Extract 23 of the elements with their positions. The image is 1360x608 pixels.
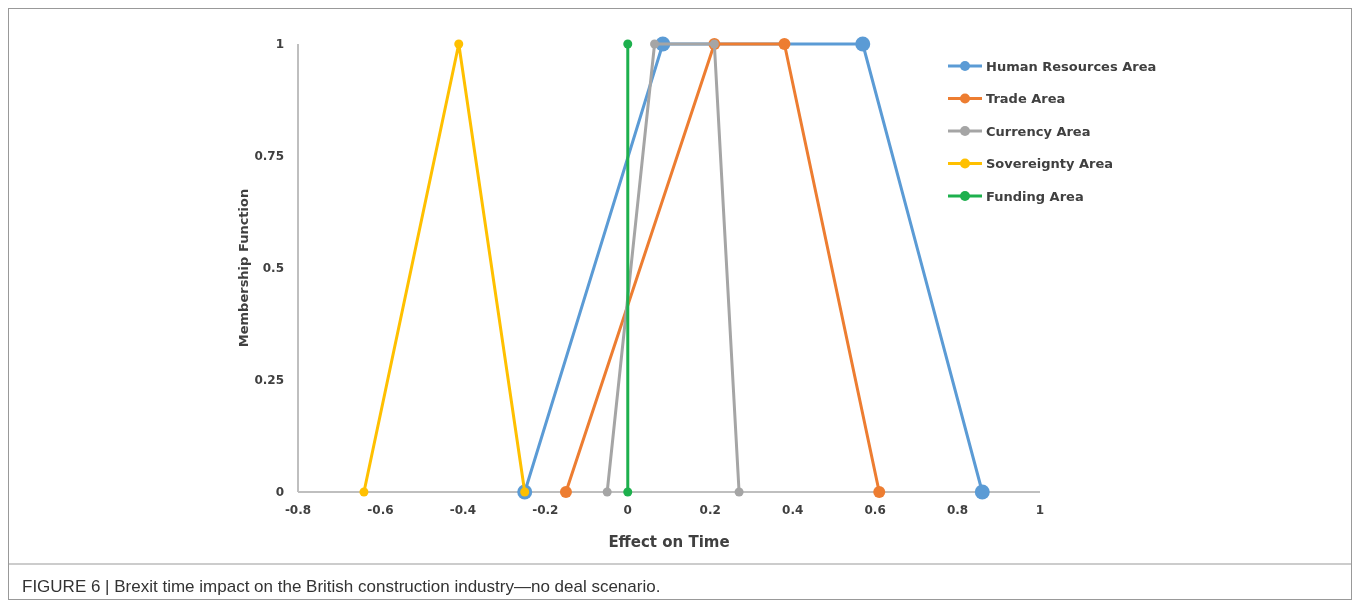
x-tick-label: 0 <box>623 503 632 517</box>
x-tick-label: -0.8 <box>284 503 312 517</box>
x-tick-label: -0.4 <box>449 503 477 517</box>
x-tick-label: -0.2 <box>532 503 559 517</box>
legend-label: Human Resources Area <box>986 58 1157 74</box>
y-tick-label: 0.75 <box>254 149 284 164</box>
x-axis-title: Effect on Time <box>608 533 730 551</box>
legend-label: Funding Area <box>986 188 1084 204</box>
x-tick-label: 0.8 <box>946 503 969 517</box>
legend-label: Currency Area <box>986 123 1091 139</box>
legend-label: Sovereignty Area <box>986 156 1114 172</box>
y-tick-label: 1 <box>275 37 284 52</box>
x-tick-label: 0.2 <box>699 503 721 517</box>
x-tick-label: 0.4 <box>782 503 804 517</box>
y-axis-title: Membership Function <box>236 188 251 348</box>
x-tick-label: 1 <box>1035 503 1045 517</box>
y-tick-label: 0.5 <box>262 261 284 276</box>
x-tick-label: 0.6 <box>864 503 886 517</box>
legend-label: Trade Area <box>986 91 1066 107</box>
y-tick-label: 0 <box>275 485 284 500</box>
caption: FIGURE 6 | Brexit time impact on the British construction industry—no deal scenario. <box>22 577 661 596</box>
y-tick-label: 0.25 <box>254 373 284 388</box>
x-tick-label: -0.6 <box>367 503 394 517</box>
